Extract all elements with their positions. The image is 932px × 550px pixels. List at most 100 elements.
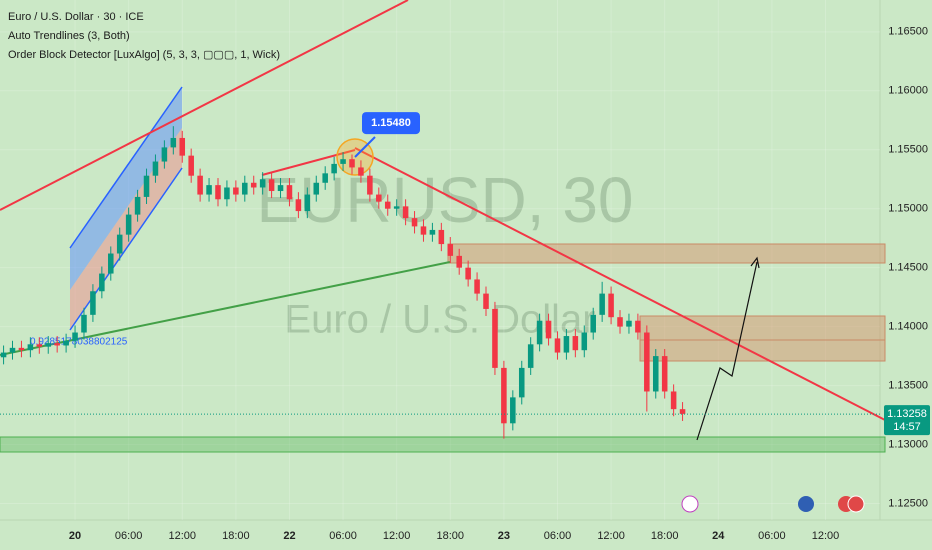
candle-body bbox=[429, 229, 436, 235]
candle-body bbox=[340, 159, 346, 164]
candle-body bbox=[72, 332, 78, 341]
y-tick-label: 1.14000 bbox=[888, 321, 928, 333]
candle-body bbox=[492, 308, 498, 368]
x-tick-label: 18:00 bbox=[437, 530, 465, 542]
candle-body bbox=[268, 179, 275, 192]
candle-body bbox=[54, 343, 60, 346]
x-tick-label: 23 bbox=[498, 530, 510, 542]
y-tick-label: 1.14500 bbox=[888, 262, 928, 274]
candle-body bbox=[572, 336, 579, 351]
y-tick-label: 1.16000 bbox=[888, 85, 928, 97]
candle-body bbox=[670, 391, 677, 410]
candle-body bbox=[286, 185, 293, 200]
candle-body bbox=[206, 185, 212, 195]
trendline bbox=[0, 0, 409, 211]
candle-body bbox=[81, 314, 87, 333]
candle-body bbox=[483, 293, 489, 309]
candle-body bbox=[277, 185, 284, 192]
candle-body bbox=[161, 147, 168, 162]
candle-body bbox=[527, 344, 534, 368]
channel-line bbox=[69, 167, 183, 331]
candle-body bbox=[143, 175, 150, 197]
support-zone bbox=[0, 436, 886, 453]
marker-pointer bbox=[354, 136, 376, 158]
candle-body bbox=[242, 182, 248, 195]
x-tick-label: 06:00 bbox=[544, 530, 572, 542]
candle-body bbox=[259, 179, 266, 188]
last-price-badge bbox=[884, 405, 930, 436]
candles bbox=[0, 126, 686, 439]
candle-body bbox=[474, 279, 480, 294]
candle-body bbox=[456, 255, 462, 268]
candle-body bbox=[510, 397, 516, 424]
y-tick-label: 1.15000 bbox=[888, 203, 928, 215]
trendline bbox=[261, 149, 356, 176]
candle-body bbox=[679, 409, 686, 414]
event-icon[interactable] bbox=[798, 496, 814, 512]
candle-body bbox=[536, 320, 543, 345]
candle-body bbox=[36, 344, 43, 347]
event-icon[interactable] bbox=[847, 495, 865, 513]
candle-body bbox=[393, 206, 400, 209]
projection-arrow bbox=[750, 256, 760, 269]
candle-body bbox=[27, 344, 34, 351]
event-icon[interactable] bbox=[681, 495, 699, 513]
x-tick-label: 12:00 bbox=[597, 530, 625, 542]
y-tick-label: 1.13000 bbox=[888, 438, 928, 450]
countdown-label: 14:57 bbox=[893, 421, 921, 433]
candle-body bbox=[501, 367, 507, 424]
candle-body bbox=[331, 163, 337, 174]
price-callout bbox=[362, 112, 420, 135]
x-tick-label: 18:00 bbox=[651, 530, 679, 542]
y-tick-label: 1.15500 bbox=[888, 144, 928, 156]
channel-line bbox=[69, 86, 183, 249]
last-price-label: 1.13258 bbox=[887, 408, 927, 420]
candle-body bbox=[295, 199, 302, 212]
candle-body bbox=[376, 194, 382, 202]
x-tick-label: 22 bbox=[283, 530, 295, 542]
candle-body bbox=[635, 320, 641, 333]
candle-body bbox=[652, 356, 659, 392]
channel-upper bbox=[70, 87, 182, 290]
resistance-zone bbox=[447, 243, 886, 264]
candle-body bbox=[626, 320, 632, 327]
candle-body bbox=[116, 234, 123, 254]
candle-body bbox=[90, 291, 96, 315]
y-tick-label: 1.16500 bbox=[888, 26, 928, 38]
candle-body bbox=[197, 175, 203, 195]
candle-body bbox=[250, 182, 257, 188]
x-tick-label: 06:00 bbox=[758, 530, 786, 542]
candle-body bbox=[367, 175, 373, 195]
candle-body bbox=[134, 196, 141, 215]
candle-body bbox=[438, 229, 445, 245]
candle-body bbox=[322, 173, 328, 183]
x-tick-label: 12:00 bbox=[168, 530, 196, 542]
trendline-label: 0.9285178038802125 bbox=[30, 337, 128, 348]
candle-body bbox=[590, 314, 596, 333]
x-tick-label: 12:00 bbox=[383, 530, 411, 542]
indicator: Order Block Detector [LuxAlgo] (5, 3, 3,… bbox=[8, 49, 280, 61]
candle-body bbox=[465, 267, 471, 280]
candle-body bbox=[384, 201, 391, 209]
candle-body bbox=[554, 338, 561, 353]
candle-body bbox=[9, 347, 16, 353]
candle-body bbox=[581, 332, 588, 351]
symbol-title: Euro / U.S. Dollar · 30 · ICE bbox=[8, 11, 144, 23]
candle-body bbox=[349, 159, 355, 168]
watermark-subtitle: Euro / U.S. Dollar bbox=[284, 298, 595, 342]
candle-body bbox=[447, 244, 454, 256]
candle-body bbox=[644, 332, 650, 392]
indicator: Auto Trendlines (3, Both) bbox=[8, 30, 130, 42]
candle-body bbox=[545, 320, 552, 339]
candle-body bbox=[170, 137, 177, 148]
candle-body bbox=[18, 347, 25, 351]
candle-body bbox=[215, 185, 221, 200]
trendline bbox=[354, 147, 886, 421]
x-tick-label: 12:00 bbox=[812, 530, 840, 542]
candle-body bbox=[99, 273, 105, 292]
candle-body bbox=[608, 293, 614, 318]
x-tick-label: 06:00 bbox=[329, 530, 357, 542]
candle-body bbox=[179, 137, 186, 156]
candle-body bbox=[518, 367, 525, 398]
candle-body bbox=[233, 187, 239, 195]
